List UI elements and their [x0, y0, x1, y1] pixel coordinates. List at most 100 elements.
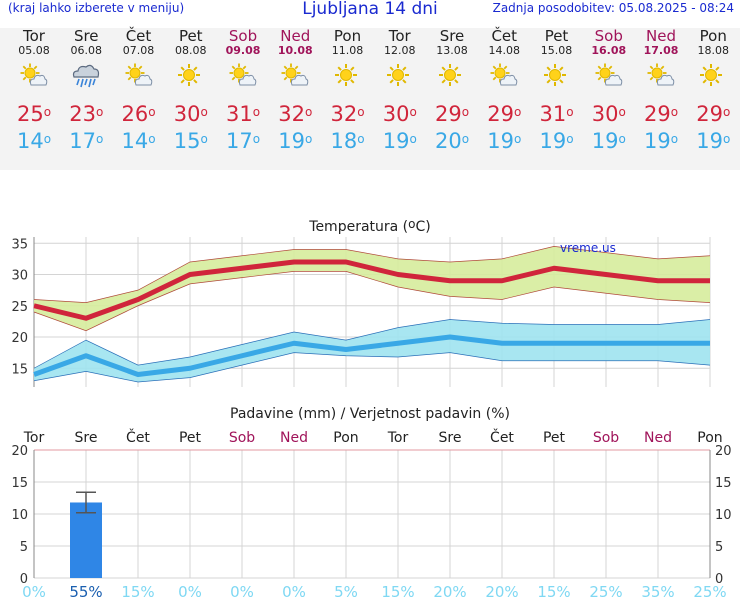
day-name: Tor	[23, 27, 45, 45]
daily-forecast-strip: Tor 05.08 25o 14o Sre 06.08 23o 17o Čet 07.08 26o 1…	[0, 28, 740, 170]
rain-cloud-icon	[60, 57, 112, 97]
x-category-label: Pon	[333, 430, 358, 446]
day-name: Pet	[544, 27, 569, 45]
sun-icon	[687, 57, 739, 97]
max-temperature-band	[34, 246, 710, 331]
x-category-label: Sob	[229, 430, 255, 446]
day-column: Sre 06.08 23o 17o	[60, 28, 112, 154]
day-column: Čet 07.08 26o 14o	[113, 28, 165, 154]
max-temperature: 29o	[643, 102, 679, 126]
day-name: Čet	[125, 27, 152, 45]
partly-cloudy-icon	[269, 57, 321, 97]
x-category-label: Pet	[179, 430, 202, 446]
day-date: 12.08	[384, 44, 416, 57]
min-temperature: 17o	[225, 129, 261, 153]
max-temperature: 32o	[278, 102, 313, 126]
precipitation-probability: 15%	[121, 583, 154, 600]
day-date: 10.08	[277, 44, 313, 57]
precipitation-probability: 20%	[485, 583, 518, 600]
day-date: 06.08	[70, 44, 103, 57]
partly-cloudy-icon	[635, 57, 687, 97]
temperature-chart-title: Temperatura (oC)	[309, 217, 431, 235]
x-category-label: Sre	[439, 430, 462, 446]
watermark-text: vreme.us	[560, 241, 616, 255]
min-temperature: 19o	[487, 129, 522, 153]
precipitation-bar	[70, 502, 102, 578]
max-temperature: 25o	[16, 102, 52, 126]
min-temperature: 19o	[278, 129, 313, 153]
y-tick-label-left: 15	[11, 476, 28, 491]
x-category-label: Čet	[126, 428, 150, 446]
day-name: Sob	[228, 27, 258, 45]
day-column: Tor 12.08 30o 19o	[374, 28, 426, 154]
day-column: Pon 18.08 29o 19o	[687, 28, 739, 154]
precipitation-chart-title: Padavine (mm) / Verjetnost padavin (%)	[230, 406, 510, 422]
day-date: 09.08	[225, 44, 261, 57]
partly-cloudy-icon	[583, 57, 635, 97]
min-temperature: 20o	[434, 129, 470, 153]
y-tick-label: 15	[11, 362, 28, 377]
min-temperature: 19o	[643, 129, 679, 153]
min-band-upper-edge	[33, 319, 711, 369]
min-temperature: 14o	[16, 129, 52, 153]
partly-cloudy-icon	[113, 57, 165, 97]
day-name: Pon	[699, 27, 727, 45]
x-category-label: Čet	[490, 428, 514, 446]
day-column: Pet 08.08 30o 15o	[165, 28, 217, 154]
precipitation-probability: 0%	[178, 583, 202, 600]
precipitation-probability: 35%	[641, 583, 674, 600]
day-name: Čet	[491, 27, 518, 45]
page-title: Ljubljana 14 dni	[302, 0, 438, 19]
day-name: Ned	[646, 27, 676, 45]
day-name: Tor	[388, 27, 411, 45]
menu-hint-link[interactable]: (kraj lahko izberete v meniju)	[8, 1, 185, 15]
x-category-label: Pon	[697, 430, 722, 446]
max-temperature: 29o	[487, 102, 522, 126]
precipitation-probability: 0%	[22, 583, 46, 600]
precipitation-probability: 0%	[282, 583, 306, 600]
min-temperature: 19o	[382, 129, 417, 153]
y-tick-label-right: 15	[715, 476, 732, 491]
precipitation-probability: 0%	[230, 583, 254, 600]
min-temperature: 14o	[121, 129, 156, 153]
y-tick-label: 30	[11, 269, 28, 284]
y-tick-label-right: 5	[715, 540, 723, 555]
max-temperature: 26o	[121, 102, 156, 126]
y-tick-label-right: 20	[715, 444, 732, 459]
day-date: 18.08	[697, 44, 730, 57]
min-temperature: 19o	[696, 129, 731, 153]
x-category-label: Sre	[75, 430, 98, 446]
day-date: 11.08	[331, 44, 364, 57]
y-tick-label: 35	[11, 237, 28, 252]
precipitation-probability: 20%	[433, 583, 466, 600]
max-band-upper-edge	[33, 246, 711, 303]
day-name: Pet	[178, 27, 203, 45]
day-name: Sre	[73, 27, 99, 45]
min-temperature: 19o	[591, 129, 626, 153]
day-date: 07.08	[122, 44, 155, 57]
header-bar: (kraj lahko izberete v meniju) Ljubljana…	[0, 0, 740, 20]
precipitation-probability: 55%	[69, 583, 102, 600]
y-tick-label-left: 5	[20, 540, 28, 555]
precipitation-probability: 25%	[693, 583, 726, 600]
y-tick-label: 20	[11, 331, 28, 346]
precipitation-probability: 5%	[334, 583, 358, 600]
day-column: Pet 15.08 31o 19o	[531, 28, 583, 154]
day-name: Sob	[594, 27, 623, 45]
precipitation-probability: 15%	[381, 583, 414, 600]
precipitation-probability: 15%	[537, 583, 570, 600]
last-update-text: Zadnja posodobitev: 05.08.2025 - 08:24	[492, 1, 734, 15]
x-category-label: Ned	[644, 430, 672, 446]
day-name: Sre	[439, 27, 465, 45]
y-tick-label-right: 0	[715, 572, 723, 587]
x-category-label: Sob	[593, 430, 619, 446]
min-temperature: 19o	[539, 129, 574, 153]
max-temperature: 29o	[434, 102, 470, 126]
precipitation-probability: 25%	[589, 583, 622, 600]
day-column: Ned 17.08 29o 19o	[635, 28, 687, 154]
sun-icon	[426, 57, 478, 97]
min-temperature: 17o	[69, 129, 104, 153]
temperature-chart: 15 20 25 30 35 vreme.us	[11, 237, 711, 387]
y-tick-label: 25	[11, 300, 28, 315]
sun-icon	[374, 57, 426, 97]
